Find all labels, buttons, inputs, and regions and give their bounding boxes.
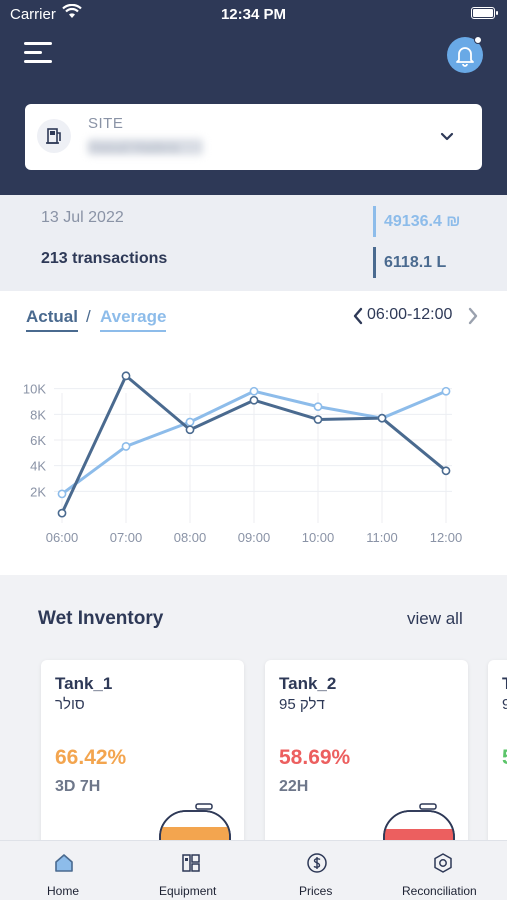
x-tick-label: 08:00 [174,530,207,545]
tank-time-left: 3D 7H [55,778,101,795]
tank-card[interactable]: T 9 5 [488,660,507,840]
x-tick-label: 07:00 [110,530,143,545]
tab-label: Reconciliation [402,884,477,898]
x-tick-label: 11:00 [366,530,398,545]
summary-liters: 6118.1 L [373,247,446,278]
data-point-average [57,489,67,499]
tank-name: T [502,674,507,694]
tank-time-left: 22H [279,778,309,795]
site-icon-wrap [37,119,71,153]
carrier-label: Carrier [10,6,56,23]
y-tick-label: 2K [30,484,46,499]
notification-dot [474,36,482,44]
y-tick-label: 6K [30,433,46,448]
time-range-label: 06:00-12:00 [367,306,453,323]
site-name-blurred: Dasud Hadera [88,139,203,155]
tab-reconciliation[interactable]: Reconciliation [381,841,507,900]
x-tick-label: 06:00 [46,530,79,545]
tank-fuel-type: 9 [502,696,507,713]
y-tick-label: 4K [30,459,46,474]
tank-percent: 66.42% [55,746,127,769]
data-point-actual [377,413,387,423]
tab-prices[interactable]: Prices [254,841,381,900]
y-tick-label: 8K [30,407,46,422]
tank-level-icon [383,803,455,840]
site-label: SITE [88,115,124,132]
chevron-left-icon[interactable] [351,307,365,325]
equipment-icon [182,854,200,872]
status-bar: Carrier 12:34 PM [0,0,507,28]
tab-separator: / [86,307,91,326]
tank-name: Tank_2 [279,674,337,693]
x-tick-label: 12:00 [430,530,463,545]
summary-transactions: 213 transactions [41,250,168,267]
data-point-actual [185,425,195,435]
bell-icon [456,47,474,67]
dollar-icon [307,853,327,873]
tank-name: Tank_1 [55,674,113,693]
tab-label: Equipment [159,884,217,898]
bottom-tab-bar: Home Equipment Prices Reconciliation [0,840,507,900]
chevron-down-icon[interactable] [437,126,457,146]
x-tick-label: 10:00 [302,530,335,545]
data-point-actual [441,466,451,476]
summary-date: 13 Jul 2022 [41,209,124,226]
data-point-average [313,402,323,412]
data-point-average [185,417,195,427]
data-point-average [249,386,259,396]
x-tick-label: 09:00 [238,530,271,545]
tab-actual[interactable]: Actual [26,307,78,332]
home-icon [55,854,73,872]
data-point-actual [249,395,259,405]
data-point-actual [313,415,323,424]
gear-hexagon-icon [434,853,452,873]
data-point-average [121,442,131,451]
tank-fuel-type: 95 דלק [279,696,325,713]
summary-amount: 49136.4 ₪ [373,206,460,237]
tab-average[interactable]: Average [100,307,167,332]
site-selector[interactable]: SITE Dasud Hadera [25,104,482,170]
tank-card[interactable]: Tank_2 95 דלק 58.69% 22H [265,660,468,840]
tab-home[interactable]: Home [0,841,127,900]
wet-inventory-section: Wet Inventory view all Tank_1 סולר 66.42… [0,575,507,840]
tank-card[interactable]: Tank_1 סולר 66.42% 3D 7H [41,660,244,840]
tab-label: Home [47,884,80,898]
data-point-actual [57,508,67,518]
data-point-actual [121,371,131,381]
status-time: 12:34 PM [220,6,287,23]
tank-level-icon [159,803,231,840]
app-header: Carrier 12:34 PM SITE Dasud H [0,0,507,195]
tank-percent: 5 [502,746,507,770]
tank-percent: 58.69% [279,746,351,769]
view-all-link[interactable]: view all [407,609,463,628]
y-tick-label: 10K [23,382,46,397]
battery-icon [471,7,498,19]
fuel-station-icon [46,128,61,144]
tab-label: Prices [299,884,333,898]
chevron-right-icon[interactable] [466,307,480,325]
line-chart: 06:00 07:00 08:00 09:00 10:00 11:00 12:00 2K 4K 6… [23,371,463,545]
daily-summary: 13 Jul 2022 213 transactions 49136.4 ₪ 6… [0,195,507,291]
inventory-title: Wet Inventory [38,608,164,629]
wifi-icon [62,4,82,18]
tank-fuel-type: סולר [55,696,85,713]
data-point-average [441,386,451,396]
hamburger-menu-icon[interactable] [24,40,54,66]
tab-equipment[interactable]: Equipment [127,841,254,900]
